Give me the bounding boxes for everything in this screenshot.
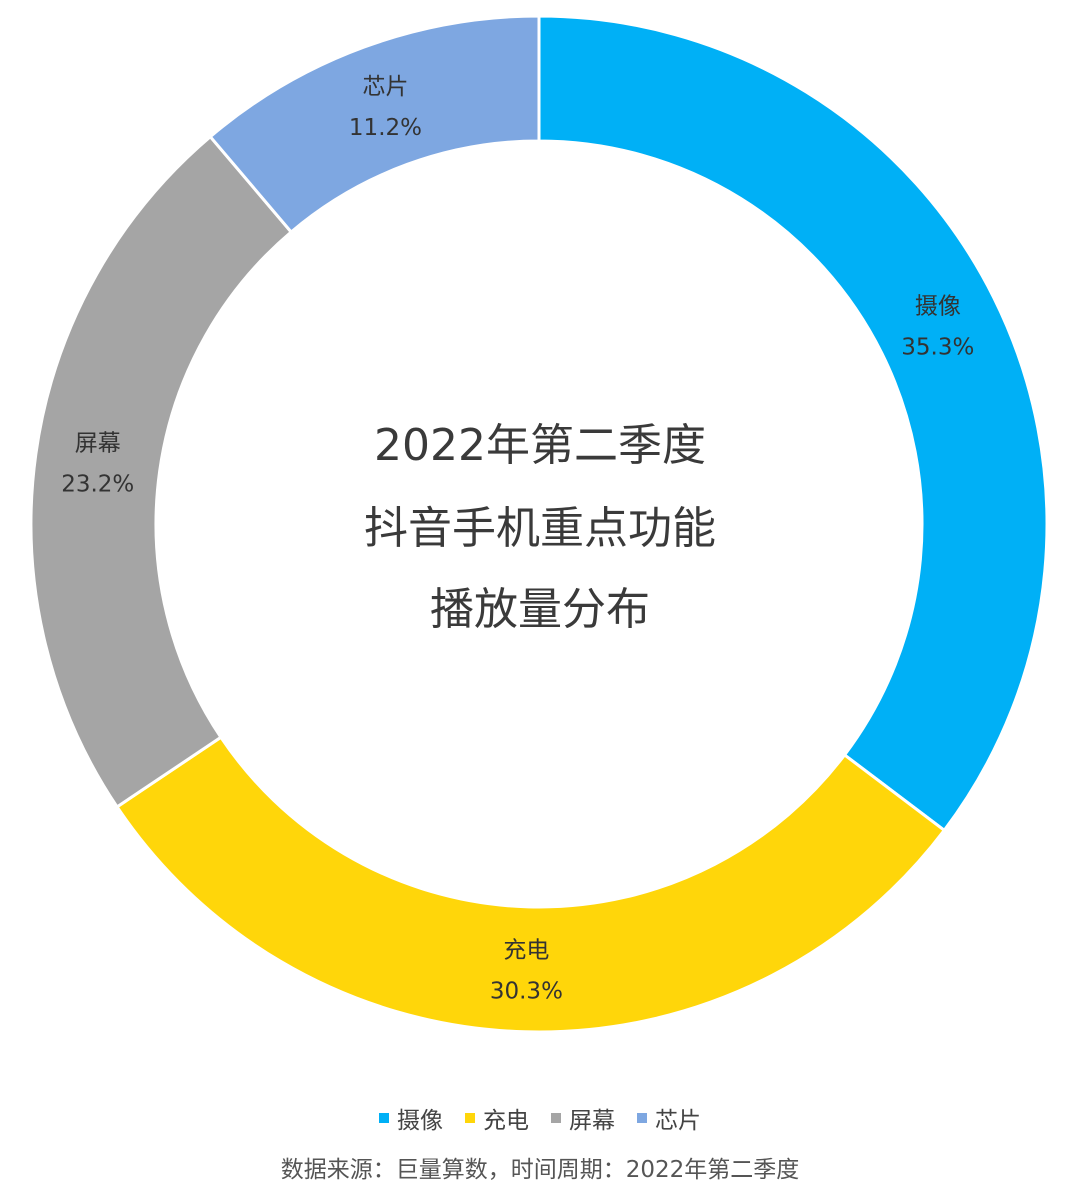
slice-value-label: 35.3% [901, 334, 974, 360]
data-source-note: 数据来源：巨量算数，时间周期：2022年第二季度 [280, 1157, 800, 1183]
donut-slice-3 [208, 14, 541, 235]
legend-label: 摄像 [397, 1108, 443, 1134]
chart-title-line-3: 播放量分布 [430, 584, 650, 635]
legend-item-camera: 摄像 [379, 1101, 443, 1135]
legend-label: 充电 [483, 1108, 529, 1134]
legend-item-charging: 充电 [465, 1101, 529, 1135]
chart-legend: 摄像 充电 屏幕 芯片 [0, 1101, 1080, 1135]
donut-slice-0 [537, 14, 1049, 833]
donut-slice-1 [114, 735, 947, 1034]
slice-name-label: 摄像 [915, 293, 961, 319]
slice-name-label: 屏幕 [75, 431, 121, 457]
slice-name-label: 芯片 [362, 74, 408, 100]
legend-label: 屏幕 [569, 1108, 615, 1134]
legend-swatch [465, 1113, 475, 1123]
chart-title-line-2: 抖音手机重点功能 [364, 503, 716, 554]
legend-item-chip: 芯片 [637, 1101, 701, 1135]
slice-name-label: 充电 [503, 937, 549, 963]
legend-swatch [379, 1113, 389, 1123]
slice-value-label: 11.2% [349, 115, 422, 141]
legend-swatch [551, 1113, 561, 1123]
slice-value-label: 23.2% [61, 472, 134, 498]
slice-value-label: 30.3% [490, 978, 563, 1004]
donut-slice-2 [29, 134, 294, 809]
legend-item-screen: 屏幕 [551, 1101, 615, 1135]
legend-label: 芯片 [655, 1108, 701, 1134]
chart-title-line-1: 2022年第二季度 [374, 420, 706, 471]
legend-swatch [637, 1113, 647, 1123]
